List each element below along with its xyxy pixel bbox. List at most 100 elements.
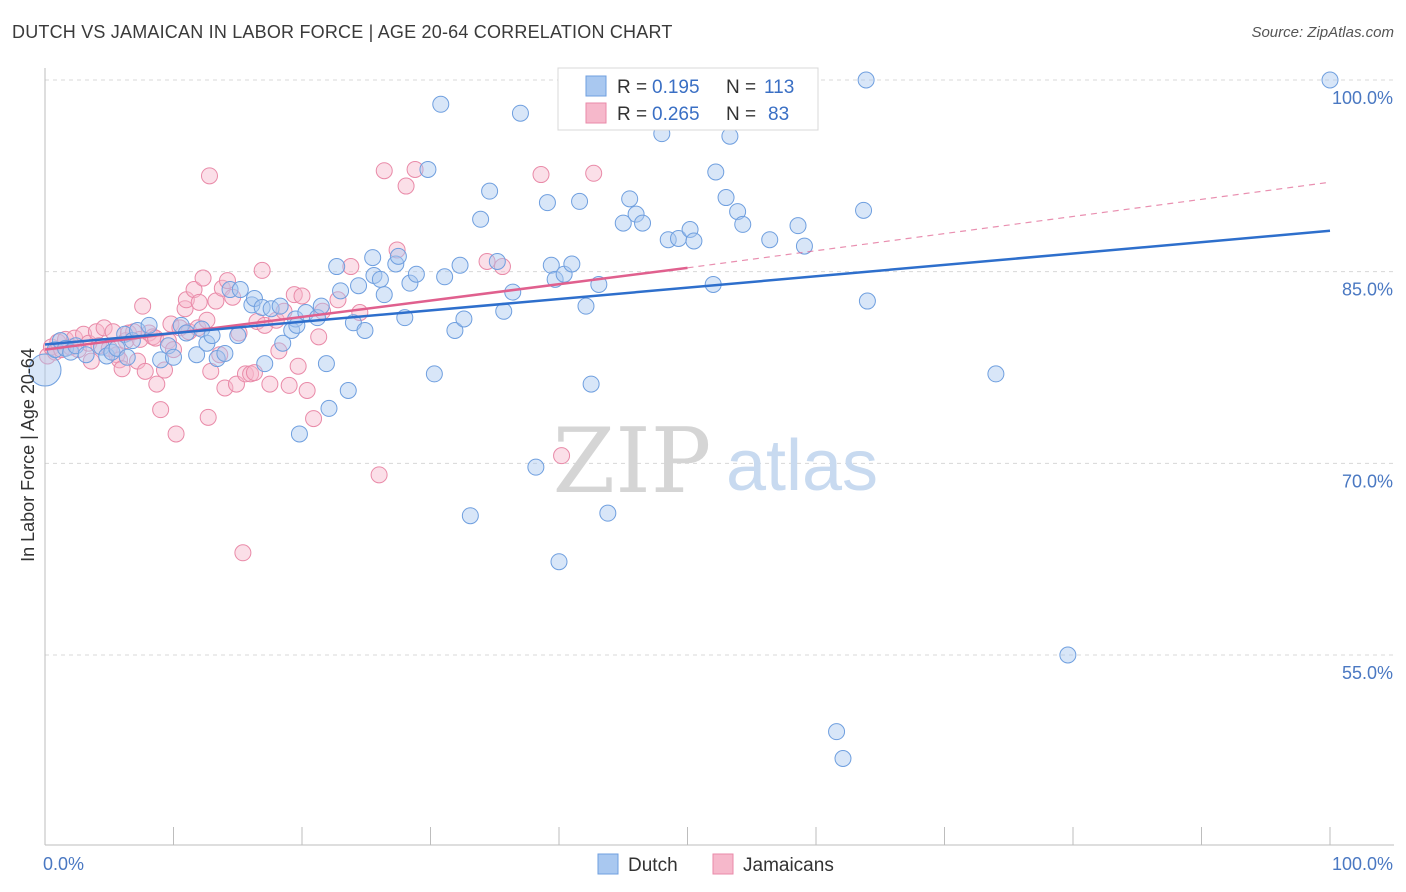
jamaicans-point: [236, 365, 254, 383]
dutch-point: [28, 353, 62, 387]
jamaicans-point: [261, 375, 279, 393]
jamaicans-point: [293, 287, 311, 305]
dutch-point: [495, 302, 513, 320]
dutch-point: [253, 298, 271, 316]
dutch-point: [446, 321, 464, 339]
jamaicans-point: [152, 401, 170, 419]
jamaicans-point: [310, 328, 328, 346]
dutch-point: [577, 297, 595, 315]
dutch-point: [488, 252, 506, 270]
dutch-point: [221, 281, 239, 299]
dutch-point: [1059, 646, 1077, 664]
grid: 55.0% 70.0% 85.0% 100.0%: [45, 79, 1394, 683]
dutch-point: [375, 286, 393, 304]
dutch-point: [717, 189, 735, 207]
dutch-point: [332, 282, 350, 300]
jamaicans-point: [194, 269, 212, 287]
jamaicans-point: [199, 408, 217, 426]
dutch-point: [461, 507, 479, 525]
jamaicans-point: [298, 382, 316, 399]
dutch-point: [407, 265, 425, 283]
legend-jamaicans-n-label: N =: [726, 104, 756, 125]
dutch-point: [271, 297, 289, 315]
jamaicans-point: [388, 241, 406, 259]
legend-dutch-r-label: R =: [617, 77, 647, 98]
jamaicans-point: [200, 167, 218, 185]
watermark: ZIP atlas: [553, 409, 878, 514]
dutch-point: [571, 192, 589, 210]
dutch-point: [511, 104, 529, 122]
jamaicans-point: [406, 160, 424, 178]
jamaicans-point: [136, 362, 154, 380]
watermark-atlas: atlas: [726, 426, 878, 506]
dutch-point: [542, 256, 560, 274]
dutch-point: [356, 321, 374, 339]
dutch-point: [828, 723, 846, 741]
dutch-point: [527, 458, 545, 476]
dutch-point: [290, 425, 308, 443]
trend-lines: [44, 181, 1331, 351]
jamaicans-point: [167, 425, 185, 443]
dutch-point: [165, 348, 182, 366]
dutch-point: [1321, 71, 1339, 89]
jamaicans-point: [95, 319, 113, 337]
jamaicans-point: [370, 466, 388, 484]
jamaicans-point: [280, 376, 298, 394]
legend-jamaicans-r-label: R =: [617, 104, 647, 125]
dutch-point: [350, 277, 368, 295]
jamaicans-point: [234, 544, 252, 562]
jamaicans-point: [134, 297, 152, 315]
dutch-point: [436, 268, 454, 286]
jamaicans-point: [375, 162, 393, 180]
dutch-point: [371, 270, 389, 288]
jamaicans-point: [176, 300, 194, 318]
dutch-point: [857, 71, 875, 89]
dutch-point: [634, 214, 652, 232]
jamaicans-point: [156, 361, 174, 379]
jamaicans-point: [478, 252, 496, 270]
dutch-point: [795, 237, 813, 255]
legend-bottom-jamaicans-swatch: [712, 853, 734, 875]
dutch-point: [152, 351, 170, 369]
legend-jamaicans-swatch: [585, 102, 607, 124]
y-tick-label: 55.0%: [1342, 663, 1393, 683]
legend-bottom-dutch-label: Dutch: [628, 855, 678, 876]
legend-jamaicans-n-value: 83: [768, 104, 789, 125]
dutch-point: [419, 160, 437, 178]
dutch-point: [627, 205, 645, 223]
x-tick-label: 0.0%: [43, 854, 84, 874]
jamaicans-point: [185, 281, 203, 299]
dutch-point: [761, 231, 779, 249]
jamaicans-trend-dashed: [687, 181, 1331, 269]
legend-bottom-dutch-swatch: [597, 853, 619, 875]
dutch-point: [389, 247, 407, 265]
dutch-point: [707, 163, 725, 181]
dutch-point: [563, 255, 581, 273]
dutch-point: [425, 365, 443, 383]
legend-dutch-n-label: N =: [726, 77, 756, 98]
dutch-point: [364, 249, 382, 267]
dutch-point: [339, 382, 357, 399]
dutch-point: [312, 297, 330, 315]
jamaicans-point: [305, 410, 323, 428]
y-tick-label: 85.0%: [1342, 280, 1393, 300]
dutch-point: [538, 194, 556, 212]
jamaicans-point: [493, 258, 511, 276]
dutch-point: [685, 232, 703, 250]
dutch-point: [987, 365, 1005, 383]
dutch-point: [721, 127, 739, 145]
dutch-point: [328, 258, 346, 276]
dutch-point: [140, 316, 158, 334]
axes: 0.0% 100.0%: [43, 68, 1394, 874]
x-tick-label: 100.0%: [1332, 854, 1393, 874]
dutch-point: [614, 214, 632, 232]
jamaicans-point: [270, 342, 288, 360]
watermark-zip: ZIP: [553, 409, 712, 514]
dutch-point: [789, 217, 807, 235]
jamaicans-point: [253, 261, 271, 279]
dutch-point: [621, 190, 639, 208]
y-tick-label: 100.0%: [1332, 88, 1393, 108]
jamaicans-point: [289, 357, 307, 375]
jamaicans-point: [342, 258, 360, 276]
